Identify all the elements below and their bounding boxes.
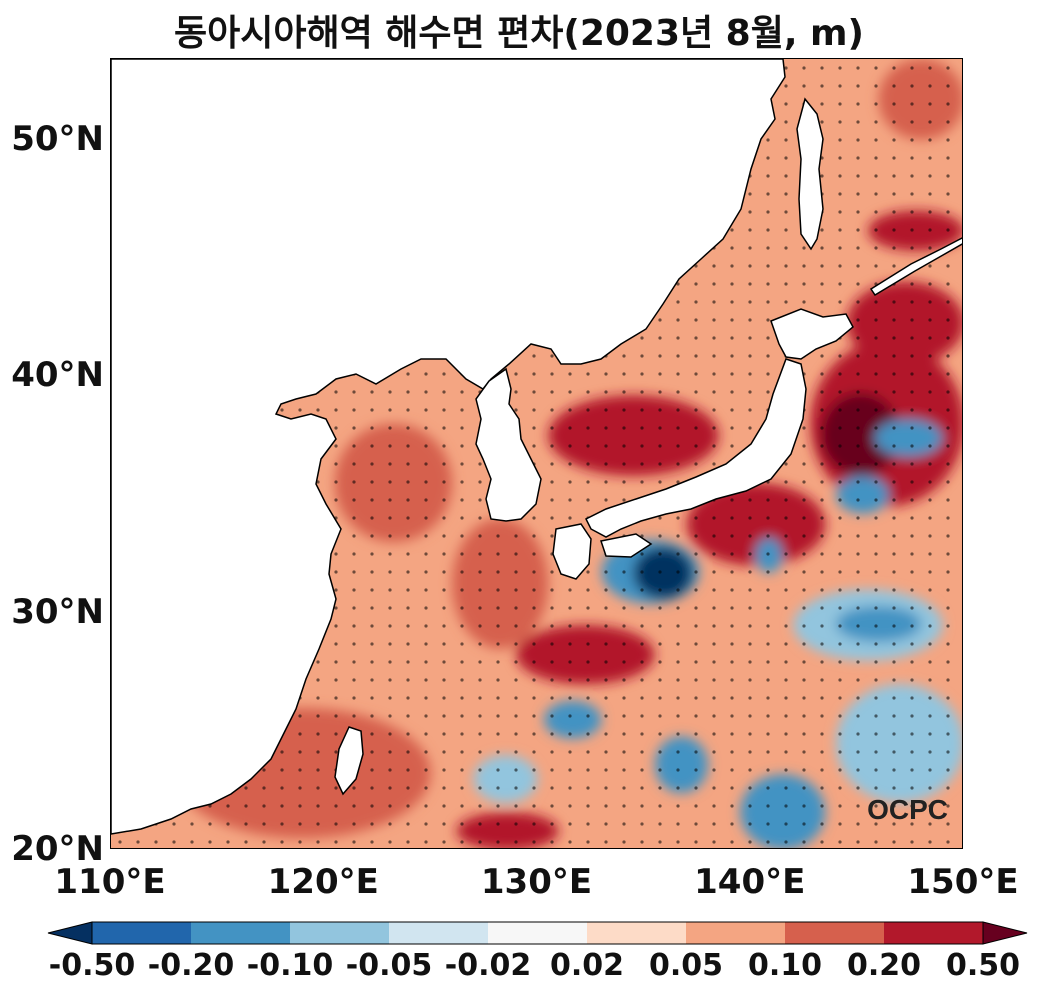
taiwan-island: [334, 726, 364, 796]
colorbar: [47, 921, 1028, 945]
map-canvas: [111, 59, 962, 848]
colorbar-tick-label: 0.10: [747, 948, 823, 983]
kyushu-island: [552, 523, 592, 580]
shikoku-island: [600, 533, 653, 558]
ocpc-watermark: OCPC: [867, 794, 948, 825]
colorbar-segment: [389, 922, 488, 944]
lat-tick-label: 30°N: [11, 592, 104, 633]
hokkaido-island: [770, 308, 854, 360]
colorbar-segment: [587, 922, 686, 944]
lon-tick-label: 130°E: [480, 862, 593, 902]
colorbar-under-extension: [47, 921, 93, 945]
colorbar-frame: [91, 921, 984, 945]
colorbar-over-extension: [982, 921, 1028, 945]
colorbar-segment: [488, 922, 587, 944]
colorbar-tick-label: -0.20: [147, 948, 235, 983]
colorbar-tick-label: 0.05: [648, 948, 724, 983]
lon-tick-label: 140°E: [694, 862, 806, 902]
land-masses: [111, 59, 962, 835]
sea-level-anomaly-map: OCPC: [110, 58, 963, 849]
colorbar-tick-label: -0.50: [48, 948, 136, 983]
colorbar-segment: [191, 922, 290, 944]
lon-tick-label: 120°E: [267, 862, 379, 902]
asia-mainland: [111, 59, 786, 835]
colorbar-segment: [92, 922, 191, 944]
lon-tick-label: 150°E: [907, 862, 1019, 902]
colorbar-tick-label: 0.50: [945, 948, 1021, 983]
kuril-islands: [869, 237, 962, 297]
colorbar-tick-label: 0.02: [549, 948, 625, 983]
lat-tick-label: 40°N: [11, 355, 104, 396]
sakhalin-island: [796, 97, 824, 251]
colorbar-segment: [686, 922, 785, 944]
colorbar-tick-label: 0.20: [846, 948, 922, 983]
colorbar-segment: [785, 922, 884, 944]
korean-peninsula: [475, 367, 542, 522]
map-title: 동아시아해역 해수면 편차(2023년 8월, m): [173, 13, 865, 54]
colorbar-segment: [290, 922, 389, 944]
lat-tick-label: 50°N: [11, 118, 104, 159]
lon-tick-label: 110°E: [54, 862, 166, 902]
colorbar-tick-label: -0.10: [246, 948, 334, 983]
lat-tick-label: 20°N: [11, 829, 104, 869]
honshu-island: [584, 358, 807, 538]
colorbar-segment: [884, 922, 983, 944]
colorbar-tick-label: -0.02: [444, 948, 532, 983]
colorbar-tick-label: -0.05: [345, 948, 433, 983]
